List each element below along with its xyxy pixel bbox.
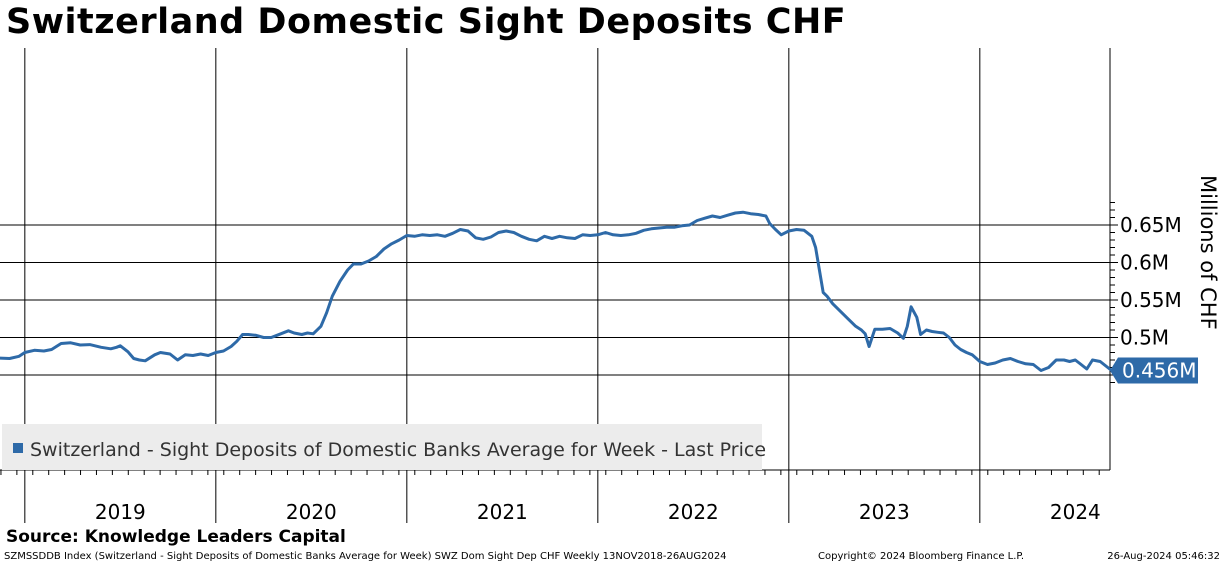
legend-label: Switzerland - Sight Deposits of Domestic… [30, 439, 766, 461]
footer-copyright: Copyright© 2024 Bloomberg Finance L.P. [818, 551, 1025, 562]
y-tick-label: 0.65M [1120, 213, 1182, 237]
last-value-marker: 0.456M [1110, 357, 1198, 384]
x-axis: 2019 2020 2021 2022 2023 2024 [0, 469, 1110, 524]
footer-description: SZMSSDDB Index (Switzerland - Sight Depo… [4, 551, 727, 562]
x-tick-label: 2022 [668, 500, 719, 524]
last-value-label: 0.456M [1122, 359, 1197, 383]
y-tick-label: 0.5M [1120, 326, 1169, 350]
x-tick-label: 2019 [95, 500, 146, 524]
x-tick-label: 2020 [286, 500, 337, 524]
series-group [0, 210, 1156, 380]
y-tick-label: 0.55M [1120, 288, 1182, 312]
grid-lines [0, 48, 1110, 523]
legend-background [2, 424, 762, 470]
chart-title: Switzerland Domestic Sight Deposits CHF [6, 2, 847, 42]
source-label: Source: Knowledge Leaders Capital [6, 527, 346, 547]
x-tick-label: 2024 [1050, 500, 1101, 524]
last-value-badge [1110, 357, 1198, 384]
x-tick-label: 2023 [859, 500, 910, 524]
y-axis: 0.5M 0.55M 0.6M 0.65M [1109, 48, 1182, 470]
series-line [0, 210, 1156, 380]
x-tick-label: 2021 [477, 500, 528, 524]
y-axis-label: Millions of CHF [1196, 175, 1220, 330]
y-tick-label: 0.6M [1120, 251, 1169, 275]
footer-timestamp: 26-Aug-2024 05:46:32 [1107, 551, 1220, 562]
legend-swatch [13, 443, 23, 453]
legend: Switzerland - Sight Deposits of Domestic… [2, 424, 766, 470]
